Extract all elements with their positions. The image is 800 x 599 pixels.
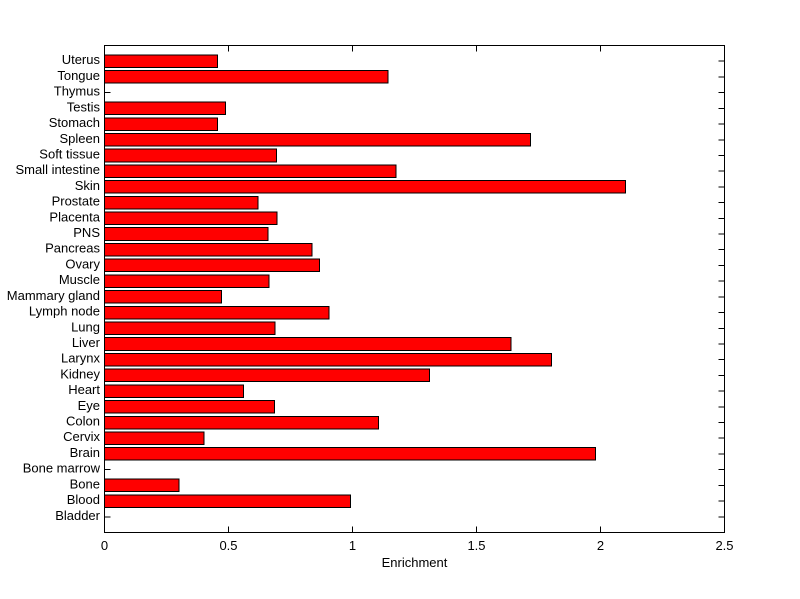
svg-text:Mammary gland: Mammary gland [7, 288, 100, 303]
svg-text:0.5: 0.5 [219, 538, 237, 553]
svg-text:Heart: Heart [68, 382, 100, 397]
svg-text:Enrichment: Enrichment [382, 555, 448, 570]
svg-text:Blood: Blood [67, 492, 100, 507]
svg-text:Stomach: Stomach [49, 115, 100, 130]
svg-text:Lymph node: Lymph node [29, 304, 100, 319]
svg-text:Soft tissue: Soft tissue [39, 146, 100, 161]
svg-text:0: 0 [101, 538, 108, 553]
svg-text:Small intestine: Small intestine [15, 162, 100, 177]
svg-text:Brain: Brain [70, 445, 100, 460]
svg-text:Spleen: Spleen [60, 131, 100, 146]
svg-text:2: 2 [597, 538, 604, 553]
svg-text:1.5: 1.5 [467, 538, 485, 553]
svg-text:Thymus: Thymus [54, 84, 101, 99]
svg-text:Larynx: Larynx [61, 351, 101, 366]
svg-text:Liver: Liver [72, 335, 101, 350]
svg-text:Bone marrow: Bone marrow [23, 461, 101, 476]
svg-text:Skin: Skin [75, 178, 100, 193]
svg-text:Bone: Bone [70, 476, 100, 491]
svg-text:Pancreas: Pancreas [45, 241, 100, 256]
svg-text:Kidney: Kidney [60, 366, 100, 381]
svg-text:Prostate: Prostate [52, 194, 100, 209]
svg-text:Eye: Eye [78, 398, 100, 413]
svg-text:Cervix: Cervix [63, 429, 100, 444]
svg-text:Uterus: Uterus [62, 52, 101, 67]
svg-text:Muscle: Muscle [59, 272, 100, 287]
svg-text:Colon: Colon [66, 414, 100, 429]
svg-text:PNS: PNS [73, 225, 100, 240]
svg-text:Tongue: Tongue [57, 68, 100, 83]
svg-text:1: 1 [349, 538, 356, 553]
svg-text:Ovary: Ovary [65, 256, 100, 271]
svg-text:Testis: Testis [67, 99, 101, 114]
svg-text:Lung: Lung [71, 319, 100, 334]
svg-text:2.5: 2.5 [715, 538, 733, 553]
svg-text:Placenta: Placenta [49, 209, 100, 224]
svg-text:Bladder: Bladder [55, 508, 100, 523]
